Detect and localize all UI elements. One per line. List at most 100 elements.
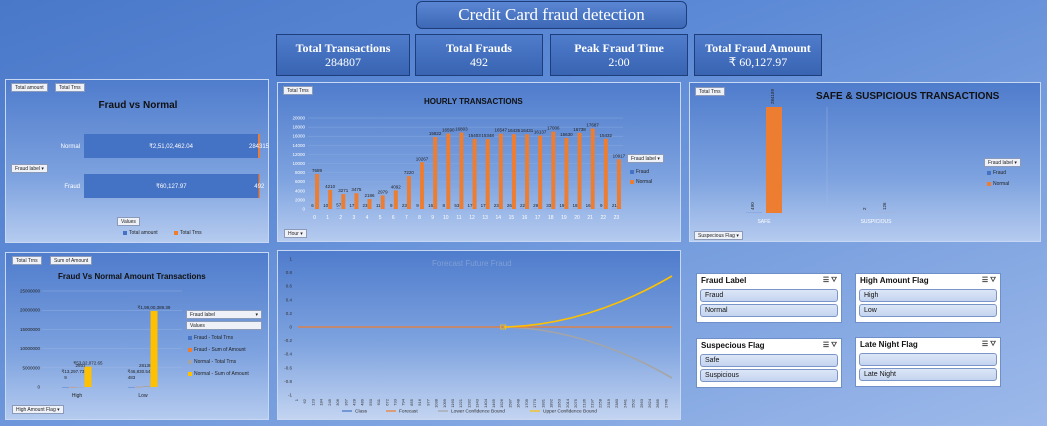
- fraud-vs-normal-chart: Normal ₹2,51,02,462.04 284315 Fraud ₹60,127.…: [61, 134, 270, 198]
- x-tick-label: 2: [339, 215, 342, 221]
- fraud-label-filter-button[interactable]: Fraud label ▾: [627, 154, 664, 163]
- x-tick-label: SAFE: [757, 219, 771, 225]
- bar-normal: [433, 137, 438, 209]
- x-tick-label: 1770: [532, 398, 537, 408]
- data-label-normal: 17006: [547, 126, 560, 131]
- multi-select-clear-filter-icon[interactable]: ☰ ⛛: [822, 277, 837, 284]
- data-label-fraud: 16: [428, 203, 434, 208]
- y-tick-label: 0: [302, 207, 305, 212]
- values-field-button[interactable]: Values: [117, 217, 140, 226]
- filter-label: Suspecious Flag: [698, 233, 735, 239]
- kpi-value: 284807: [325, 55, 361, 69]
- data-label-normal: 10267: [416, 156, 429, 161]
- y-tick-label: 0: [289, 325, 292, 330]
- slicer-item-low[interactable]: Low: [859, 304, 997, 317]
- data-label: ₹60,127.97: [156, 183, 187, 190]
- filter-label: Fraud label: [15, 166, 41, 172]
- data-label-fraud: 23: [363, 203, 369, 208]
- legend-label: Forecast: [399, 409, 418, 415]
- data-label-normal: 15822: [429, 131, 442, 136]
- fraud-label-filter-button[interactable]: Fraud label ▾: [11, 164, 48, 173]
- data-label: 281384: [139, 363, 155, 368]
- legend-fraud: Fraud: [987, 170, 1006, 176]
- bar-normal: [406, 176, 411, 209]
- data-label-fraud: 17: [468, 203, 474, 208]
- multi-select-clear-filter-icon[interactable]: ☰ ⛛: [822, 342, 837, 349]
- x-tick-label: 245: [327, 398, 332, 405]
- slicer-item-safe[interactable]: Safe: [700, 354, 838, 367]
- kpi-total-fraud-amount: Total Fraud Amount ₹ 60,127.97: [694, 34, 822, 76]
- y-tick-label: 10000: [292, 161, 305, 166]
- slicer-item-suspicious[interactable]: Suspicious: [700, 369, 838, 382]
- multi-select-clear-filter-icon[interactable]: ☰ ⛛: [981, 341, 996, 348]
- data-label-fraud: 2: [862, 207, 867, 210]
- total-amount-field-button[interactable]: Total amount: [11, 83, 48, 92]
- data-label-fraud: 17: [349, 203, 355, 208]
- x-tick-label: 14: [496, 215, 502, 221]
- legend-label: Normal - Total Trns: [194, 359, 237, 365]
- y-tick-label: 16000: [292, 134, 305, 139]
- bar-total-amount: [84, 134, 259, 158]
- slicer-item-fraud[interactable]: Fraud: [700, 289, 838, 302]
- legend-swatch: [630, 179, 634, 184]
- slicer-item-normal[interactable]: Normal: [700, 304, 838, 317]
- legend-swatch: [188, 335, 192, 340]
- x-tick-label: 977: [425, 398, 430, 405]
- suspecious-flag-filter-button[interactable]: Suspecious Flag ▾: [694, 231, 743, 240]
- total-trns-field-button[interactable]: Total Trns: [695, 87, 725, 96]
- fraud-label-filter-button[interactable]: Fraud label ▾: [984, 158, 1021, 167]
- y-tick-label: -0.6: [284, 365, 292, 370]
- data-label-fraud: 22: [520, 203, 526, 208]
- data-label-normal: 4092: [391, 184, 402, 189]
- legend-swatch: [188, 371, 192, 376]
- slicer-item-late-night[interactable]: Late Night: [859, 368, 997, 381]
- slicer-title: Fraud Label: [701, 276, 747, 285]
- fraud-label-filter-button[interactable]: Fraud label ▾: [186, 310, 262, 319]
- x-tick-label: SUSPICIOUS: [861, 219, 893, 225]
- legend-label: Normal - Sum of Amount: [194, 371, 249, 377]
- data-label-fraud: 6: [311, 203, 314, 208]
- legend-label: Fraud: [993, 170, 1007, 176]
- hour-filter-button[interactable]: Hour ▾: [284, 229, 307, 238]
- multi-select-clear-filter-icon[interactable]: ☰ ⛛: [981, 277, 996, 284]
- data-label-normal: 3271: [338, 188, 349, 193]
- y-tick-label: 0.6: [286, 284, 293, 289]
- upper-confidence-bound-line: [503, 275, 673, 328]
- total-trns-field-button[interactable]: Total Trns: [55, 83, 85, 92]
- amount-transactions-chart: 0 5000000 10000000 15000000 20000000 25000000…: [20, 289, 182, 399]
- data-label: ₹1,98,00,389.39: [138, 305, 171, 310]
- data-label-normal: 15348: [481, 133, 494, 138]
- x-tick-label: 2441: [622, 398, 627, 408]
- data-label-fraud: 490: [750, 202, 755, 210]
- total-trns-field-button[interactable]: Total Trns: [12, 256, 42, 265]
- high-amount-flag-filter-button[interactable]: High Amount Flag ▾: [12, 405, 64, 414]
- slicer-item-blank[interactable]: [859, 353, 997, 366]
- chart-title: Fraud Vs Normal Amount Transactions: [58, 272, 206, 281]
- sum-of-amount-field-button[interactable]: Sum of Amount: [50, 256, 93, 265]
- kpi-label: Total Transactions: [295, 41, 391, 55]
- data-label-normal: 10917: [613, 153, 626, 158]
- slicer-item-high[interactable]: High: [859, 289, 997, 302]
- values-field-button[interactable]: Values: [186, 321, 262, 330]
- data-label-normal: 16738: [573, 127, 586, 132]
- x-tick-label: 1709: [524, 398, 529, 408]
- y-tick-label: 20000: [292, 116, 305, 121]
- lower-confidence-bound-line: [503, 326, 673, 379]
- data-label: 2931: [75, 363, 86, 368]
- kpi-total-transactions: Total Transactions 284807: [276, 34, 410, 76]
- y-tick-label: 5000000: [22, 365, 40, 370]
- legend-label: Lower Confidence Bound: [451, 409, 505, 415]
- bar-normal: [367, 199, 372, 209]
- y-tick-label: 18000: [292, 125, 305, 130]
- x-tick-label: 489: [360, 398, 365, 405]
- legend-label: Normal: [993, 181, 1010, 187]
- x-tick-label: 1465: [491, 398, 496, 408]
- legend-normal-total-trns: Normal - Total Trns: [188, 359, 236, 365]
- kpi-value: 2:00: [608, 55, 630, 69]
- x-tick-label: 2685: [655, 398, 660, 408]
- x-tick-label: 916: [417, 398, 422, 405]
- data-label-normal: 2979: [378, 189, 389, 194]
- x-tick-label: 1953: [557, 398, 562, 408]
- total-trns-field-button[interactable]: Total Trns: [283, 86, 313, 95]
- data-label-normal: 17687: [586, 123, 599, 128]
